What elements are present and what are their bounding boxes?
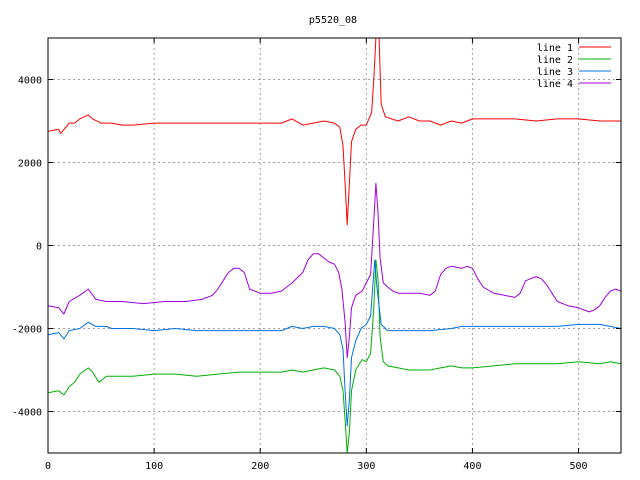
legend-label-3: line 3 [537,67,573,78]
series-line-4 [48,182,621,359]
legend-label-4: line 4 [537,79,573,90]
x-tick-label: 0 [45,461,51,472]
series-line-2 [48,259,621,453]
x-tick-label: 200 [251,461,269,472]
x-tick-label: 300 [357,461,375,472]
grid [48,38,621,453]
x-tick-label: 100 [145,461,163,472]
series-line-3 [48,259,621,427]
x-tick-label: 500 [570,461,588,472]
chart-title: p5520_08 [309,15,357,26]
y-tick-label: 0 [36,242,42,253]
y-tick-label: -4000 [12,408,42,419]
legend-label-1: line 1 [537,43,573,54]
y-tick-label: -2000 [12,325,42,336]
legend-label-2: line 2 [537,55,573,66]
series-layer [48,38,621,453]
y-tick-label: 4000 [18,76,42,87]
series-line-1 [48,38,621,226]
ticks: 0 100 200 300 400 500 -4000 -2000 0 2000 4000 [12,38,621,472]
y-tick-label: 2000 [18,159,42,170]
x-tick-label: 400 [463,461,481,472]
